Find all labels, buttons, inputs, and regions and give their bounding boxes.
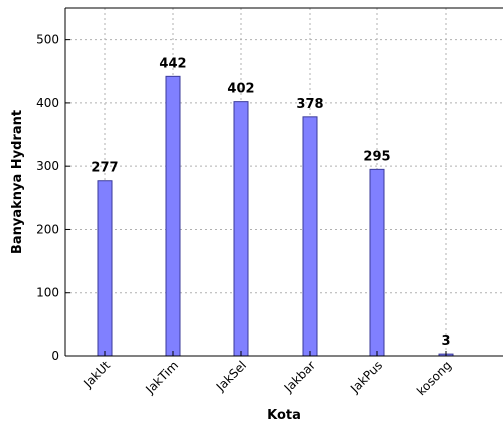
y-tick-label: 500	[36, 33, 59, 47]
x-tick-label: JakPus	[347, 358, 385, 396]
x-tick-label: JakUt	[80, 358, 113, 391]
x-tick-label: kosong	[414, 358, 454, 398]
y-axis-title: Banyaknya Hydrant	[10, 110, 25, 254]
bar-jakpus	[369, 168, 385, 357]
bars	[97, 75, 454, 357]
bar-jaktim	[165, 75, 181, 357]
y-tick-label: 400	[36, 96, 59, 110]
x-tick-label: JakTim	[142, 358, 181, 397]
y-tick-label: 100	[36, 286, 59, 300]
x-tick-label: Jakbar	[281, 358, 318, 395]
data-label-jakbar: 378	[296, 97, 323, 112]
y-tick-label: 300	[36, 159, 59, 173]
x-tick-label: JakSel	[213, 358, 249, 394]
data-label-jakut: 277	[91, 161, 118, 176]
bar-jaksel	[233, 101, 249, 357]
grid	[65, 8, 503, 356]
x-axis-title: Kota	[267, 408, 301, 423]
y-tick-label: 0	[51, 349, 59, 363]
bar-jakbar	[302, 116, 318, 357]
data-label-jakpus: 295	[363, 149, 390, 164]
bar-jakut	[97, 180, 113, 357]
y-tick-label: 200	[36, 222, 59, 236]
data-label-jaktim: 442	[159, 56, 186, 71]
data-label-jaksel: 402	[227, 82, 254, 97]
data-labels: 277 442 402 378 295 3	[91, 56, 450, 349]
data-label-kosong: 3	[441, 334, 450, 349]
